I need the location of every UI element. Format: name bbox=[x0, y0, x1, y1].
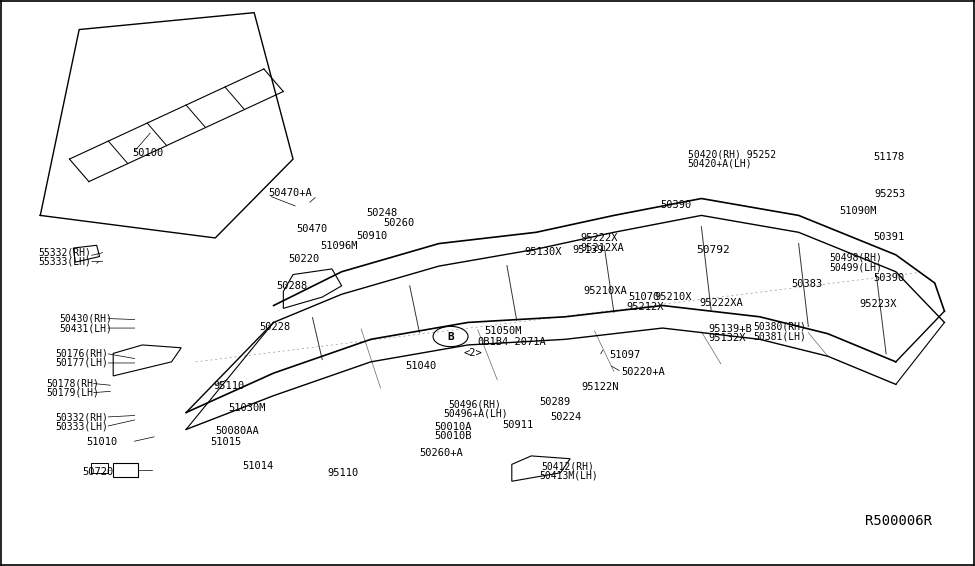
Text: 50332(RH): 50332(RH) bbox=[55, 412, 107, 422]
Text: 51097: 51097 bbox=[609, 350, 641, 360]
Text: 50289: 50289 bbox=[539, 397, 570, 408]
Text: 50248: 50248 bbox=[366, 208, 397, 217]
Text: 51178: 51178 bbox=[874, 152, 905, 162]
Text: 50420+A(LH): 50420+A(LH) bbox=[687, 158, 753, 169]
Text: 51015: 51015 bbox=[211, 437, 242, 447]
Text: 50179(LH): 50179(LH) bbox=[46, 388, 99, 398]
Text: 51014: 51014 bbox=[243, 461, 274, 471]
Text: 50220: 50220 bbox=[289, 254, 320, 264]
Text: 50431(LH): 50431(LH) bbox=[59, 323, 112, 333]
Text: 95212X: 95212X bbox=[627, 302, 664, 312]
Text: 50910: 50910 bbox=[356, 231, 387, 241]
Text: 50381(LH): 50381(LH) bbox=[753, 332, 805, 341]
Text: 95130X: 95130X bbox=[525, 247, 562, 257]
Text: 95212XA: 95212XA bbox=[581, 243, 625, 253]
Text: 95110: 95110 bbox=[214, 380, 245, 391]
Text: 95122N: 95122N bbox=[582, 382, 619, 392]
Text: 50430(RH): 50430(RH) bbox=[59, 314, 112, 324]
Text: 51070: 51070 bbox=[629, 292, 660, 302]
Text: 51040: 51040 bbox=[405, 361, 436, 371]
Text: 51050M: 51050M bbox=[485, 326, 522, 336]
Text: 50412(RH): 50412(RH) bbox=[541, 461, 594, 471]
Text: 50470: 50470 bbox=[296, 225, 328, 234]
Text: 95139: 95139 bbox=[572, 245, 604, 255]
Text: 95132X: 95132X bbox=[708, 333, 746, 343]
Text: 50260: 50260 bbox=[383, 218, 414, 228]
Text: 50177(LH): 50177(LH) bbox=[55, 358, 107, 368]
Text: R500006R: R500006R bbox=[865, 514, 932, 528]
Text: 50496(RH): 50496(RH) bbox=[448, 399, 501, 409]
Text: 95253: 95253 bbox=[875, 189, 906, 199]
Text: 51090M: 51090M bbox=[839, 206, 877, 216]
Text: 55332(RH): 55332(RH) bbox=[38, 247, 92, 257]
Text: 95139+B: 95139+B bbox=[708, 324, 752, 334]
Text: 95222X: 95222X bbox=[581, 233, 618, 243]
Text: 50228: 50228 bbox=[259, 322, 291, 332]
Text: 50178(RH): 50178(RH) bbox=[46, 378, 99, 388]
Text: 50390: 50390 bbox=[874, 273, 905, 284]
Text: 50288: 50288 bbox=[277, 281, 308, 291]
Text: 50260+A: 50260+A bbox=[419, 448, 463, 458]
Text: 95210XA: 95210XA bbox=[584, 286, 628, 297]
Text: 50383: 50383 bbox=[791, 279, 822, 289]
Text: 50420(RH) 95252: 50420(RH) 95252 bbox=[687, 149, 776, 160]
Text: 50220+A: 50220+A bbox=[622, 367, 665, 377]
Text: 95110: 95110 bbox=[327, 469, 359, 478]
Text: 50176(RH): 50176(RH) bbox=[55, 349, 107, 358]
Text: 50380(RH): 50380(RH) bbox=[753, 322, 805, 332]
Text: 50720: 50720 bbox=[82, 467, 113, 477]
Bar bbox=[113, 463, 137, 477]
Text: 50413M(LH): 50413M(LH) bbox=[539, 470, 598, 481]
Text: 50496+A(LH): 50496+A(LH) bbox=[444, 409, 508, 419]
Text: B: B bbox=[448, 332, 454, 341]
Text: 50470+A: 50470+A bbox=[269, 188, 313, 198]
Text: 50911: 50911 bbox=[502, 420, 533, 430]
Text: <2>: <2> bbox=[463, 349, 482, 358]
Text: 95223X: 95223X bbox=[859, 299, 896, 310]
Text: 51010: 51010 bbox=[86, 437, 117, 447]
Text: 50010A: 50010A bbox=[434, 422, 472, 432]
Text: 50080AA: 50080AA bbox=[215, 426, 259, 436]
Text: 95222XA: 95222XA bbox=[699, 298, 743, 308]
Text: 0B1B4-2071A: 0B1B4-2071A bbox=[478, 337, 547, 347]
Text: 50391: 50391 bbox=[874, 232, 905, 242]
Text: 50100: 50100 bbox=[133, 148, 164, 158]
Text: 50333(LH): 50333(LH) bbox=[55, 422, 107, 432]
Text: 50390: 50390 bbox=[660, 200, 692, 211]
Text: 95210X: 95210X bbox=[655, 292, 692, 302]
Text: 51096M: 51096M bbox=[320, 241, 358, 251]
Text: 50499(LH): 50499(LH) bbox=[830, 262, 882, 272]
Text: 50010B: 50010B bbox=[434, 431, 472, 441]
Text: 55333(LH): 55333(LH) bbox=[38, 256, 92, 267]
Text: 50498(RH): 50498(RH) bbox=[830, 252, 882, 263]
Bar bbox=[91, 463, 108, 473]
Text: 51030M: 51030M bbox=[228, 403, 265, 413]
Text: 50792: 50792 bbox=[696, 245, 730, 255]
Text: 50224: 50224 bbox=[551, 412, 582, 422]
